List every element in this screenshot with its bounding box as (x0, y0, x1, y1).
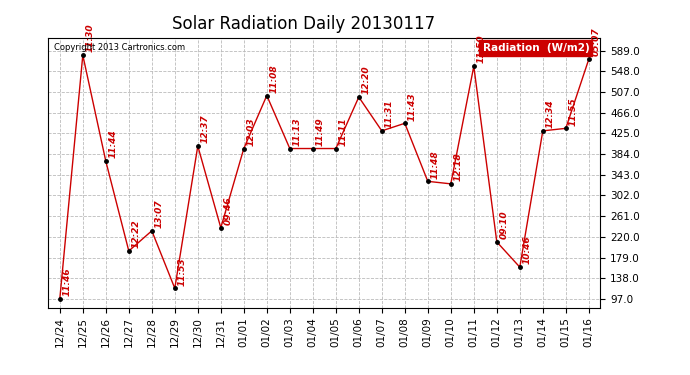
Text: 11:30: 11:30 (86, 24, 95, 52)
Text: 11:46: 11:46 (63, 267, 72, 296)
Text: 11:48: 11:48 (431, 150, 440, 178)
Text: 11:43: 11:43 (408, 92, 417, 120)
Text: 12:34: 12:34 (546, 99, 555, 128)
Text: Radiation  (W/m2): Radiation (W/m2) (482, 43, 589, 53)
Text: 11:13: 11:13 (293, 117, 302, 146)
Text: 11:44: 11:44 (108, 130, 117, 158)
Text: 12:37: 12:37 (201, 115, 210, 143)
Text: 11:11: 11:11 (339, 117, 348, 146)
Text: 11:50: 11:50 (477, 35, 486, 63)
Text: 12:18: 12:18 (453, 153, 462, 181)
Text: 11:55: 11:55 (569, 97, 578, 126)
Text: Copyright 2013 Cartronics.com: Copyright 2013 Cartronics.com (54, 43, 185, 52)
Text: 10:46: 10:46 (522, 236, 531, 264)
Text: 12:03: 12:03 (246, 117, 255, 146)
Text: 05:07: 05:07 (591, 28, 600, 56)
Text: 09:46: 09:46 (224, 196, 233, 225)
Text: 12:22: 12:22 (132, 220, 141, 248)
Text: 11:31: 11:31 (384, 99, 393, 128)
Text: Solar Radiation Daily 20130117: Solar Radiation Daily 20130117 (172, 15, 435, 33)
Text: 11:08: 11:08 (270, 64, 279, 93)
Text: 12:20: 12:20 (362, 66, 371, 94)
Text: 11:49: 11:49 (315, 117, 324, 146)
Text: 09:10: 09:10 (500, 210, 509, 239)
Text: 11:53: 11:53 (177, 257, 186, 285)
Text: 13:07: 13:07 (155, 200, 164, 228)
